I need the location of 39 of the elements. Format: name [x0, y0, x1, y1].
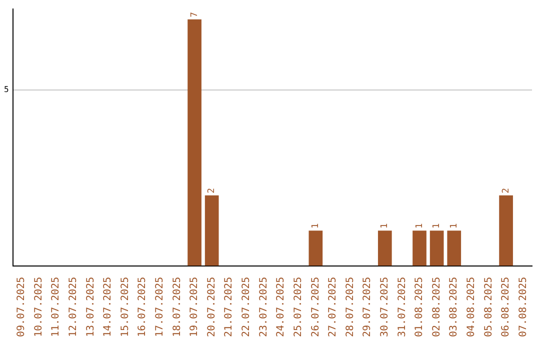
- x-tick-label: 28.07.2025: [344, 276, 356, 338]
- x-tick-label: 01.08.2025: [414, 276, 426, 338]
- x-tick-label: 23.07.2025: [258, 276, 270, 338]
- x-tick-label: 21.07.2025: [224, 276, 235, 338]
- y-tick-label: 5: [4, 84, 9, 94]
- x-tick-label: 03.08.2025: [448, 276, 460, 338]
- data-label: 2: [501, 188, 512, 194]
- x-tick-label: 12.07.2025: [68, 276, 79, 338]
- data-label: 7: [190, 12, 200, 18]
- x-tick-label: 05.08.2025: [483, 276, 494, 338]
- x-tick-label: 30.07.2025: [379, 276, 390, 338]
- data-label: 2: [207, 188, 218, 194]
- x-tick-label: 02.08.2025: [431, 276, 442, 338]
- x-tick-label: 18.07.2025: [172, 276, 183, 338]
- x-tick-label: 17.07.2025: [154, 276, 166, 338]
- x-tick-label: 31.07.2025: [396, 276, 408, 338]
- data-label: 1: [311, 223, 322, 229]
- data-label: 1: [380, 223, 390, 229]
- x-tick-label: 16.07.2025: [137, 276, 148, 338]
- x-tick-label: 26.07.2025: [310, 276, 322, 338]
- x-tick-label: 19.07.2025: [189, 276, 200, 338]
- data-label: 1: [432, 223, 442, 229]
- x-tick-label: 04.08.2025: [466, 276, 478, 338]
- x-tick-label: 24.07.2025: [276, 276, 287, 338]
- x-tick-label: 11.07.2025: [50, 276, 62, 338]
- x-tick-label: 15.07.2025: [120, 276, 131, 338]
- x-tick-label: 22.07.2025: [241, 276, 252, 338]
- x-tick-label: 06.08.2025: [500, 276, 512, 338]
- x-tick-label: 27.07.2025: [328, 276, 339, 338]
- data-label: 1: [414, 223, 425, 229]
- x-tick-label: 14.07.2025: [102, 276, 114, 338]
- x-tick-label: 25.07.2025: [292, 276, 304, 338]
- x-tick-label: 13.07.2025: [85, 276, 96, 338]
- data-label: 1: [449, 223, 460, 229]
- x-tick-label: 10.07.2025: [33, 276, 44, 338]
- x-tick-label: 09.07.2025: [16, 276, 28, 338]
- x-tick-label: 29.07.2025: [362, 276, 374, 338]
- x-tick-label: 07.08.2025: [518, 276, 529, 338]
- x-tick-label: 20.07.2025: [206, 276, 218, 338]
